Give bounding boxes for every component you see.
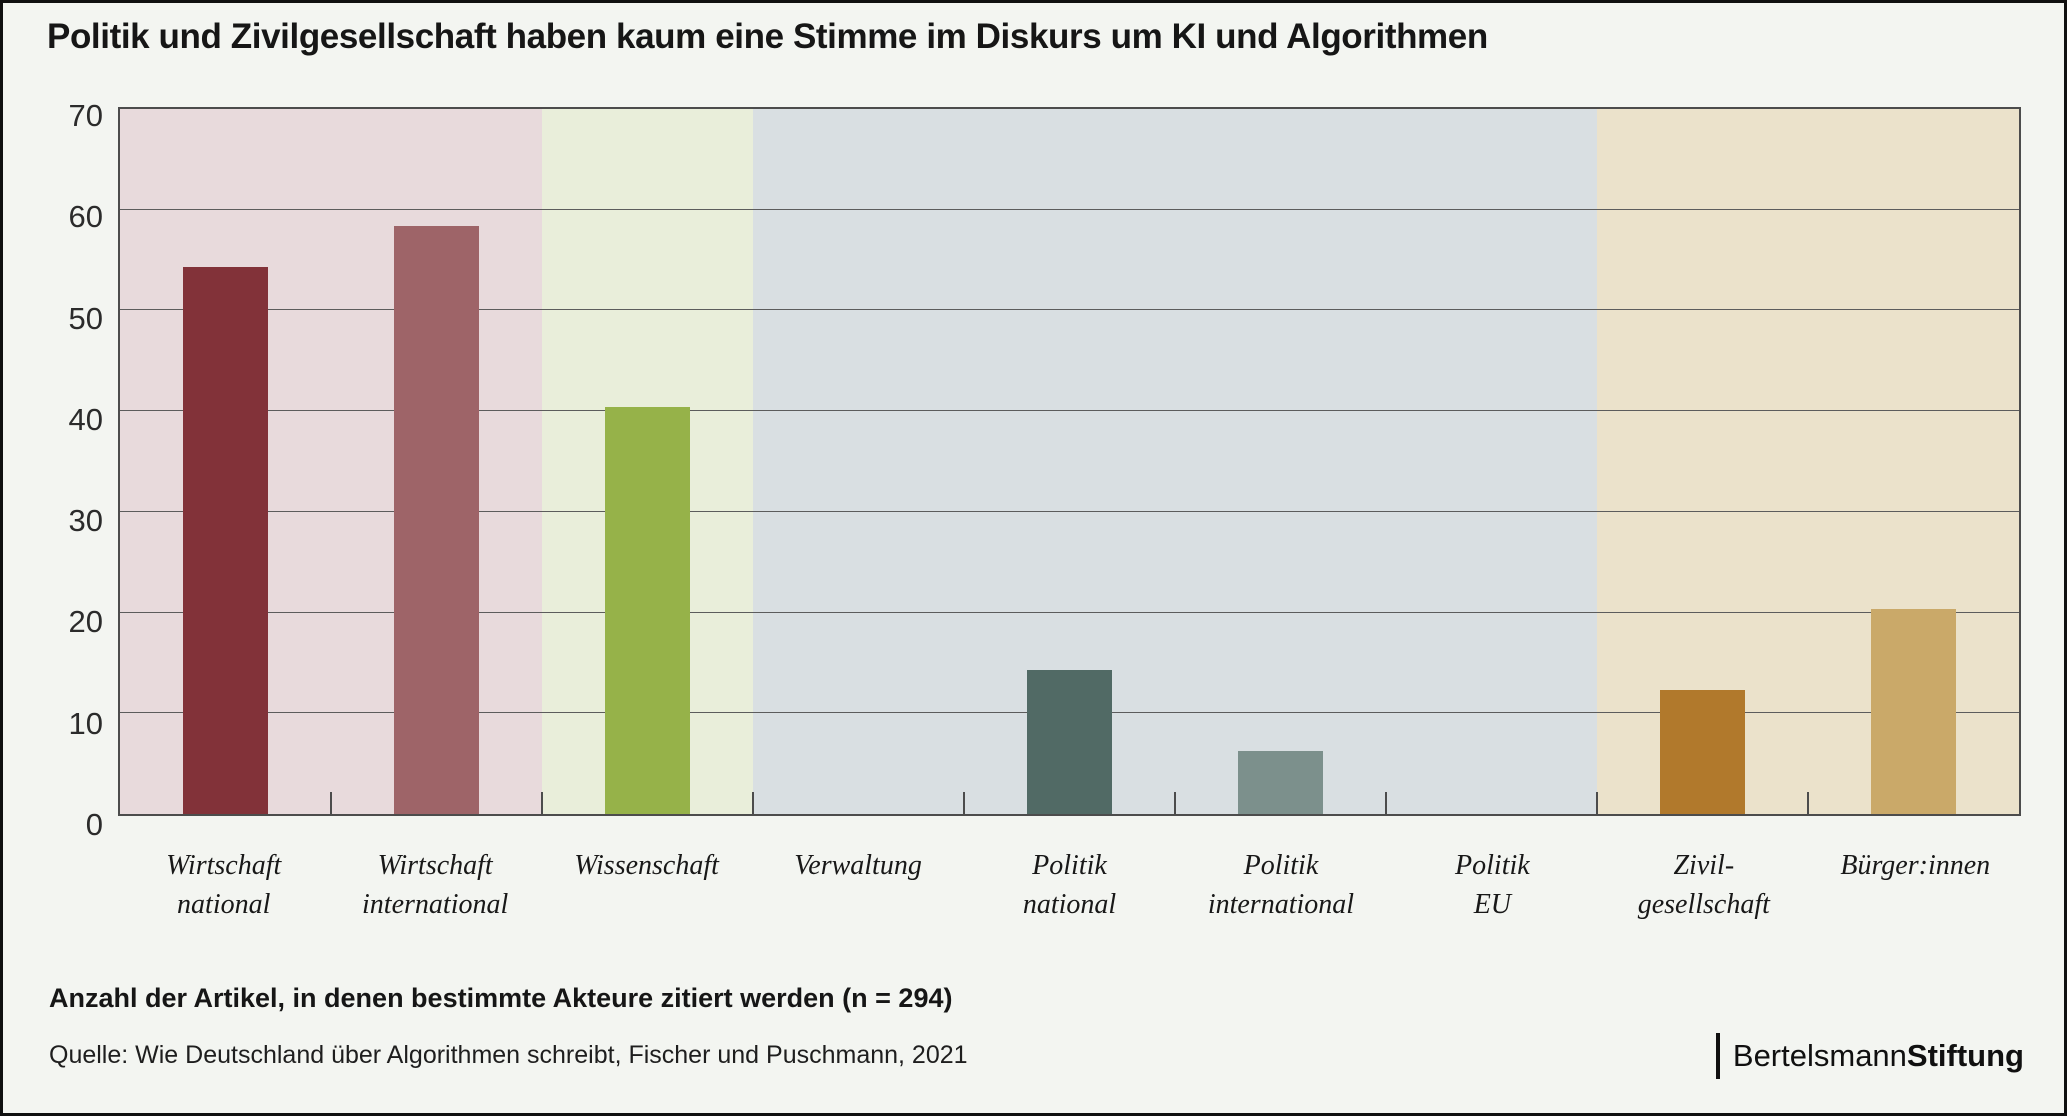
y-tick-label: 30 bbox=[68, 503, 103, 539]
logo-text-bold: Stiftung bbox=[1906, 1038, 2024, 1073]
y-tick-label: 50 bbox=[68, 300, 103, 336]
gridline bbox=[120, 208, 2019, 210]
x-tick-label: Wirtschaft national bbox=[166, 850, 282, 920]
source-line: Quelle: Wie Deutschland über Algorithmen… bbox=[49, 1041, 968, 1069]
x-tick-label: Bürger:innen bbox=[1840, 850, 1991, 881]
x-tick-label: Zivil- gesellschaft bbox=[1637, 850, 1770, 920]
bar bbox=[1870, 608, 1957, 814]
gridline bbox=[120, 611, 2019, 613]
axis-tick bbox=[329, 792, 332, 814]
axis-tick bbox=[540, 792, 543, 814]
axis-tick bbox=[1596, 792, 1598, 814]
gridline bbox=[120, 309, 2019, 311]
gridline bbox=[120, 510, 2019, 512]
y-tick-label: 40 bbox=[68, 401, 103, 437]
y-tick-label: 10 bbox=[68, 705, 103, 741]
y-tick-label: 0 bbox=[85, 807, 103, 842]
y-tick-label: 70 bbox=[68, 98, 103, 133]
bar bbox=[1659, 690, 1746, 814]
logo-text-regular: Bertelsmann bbox=[1732, 1038, 1907, 1073]
y-tick-label: 60 bbox=[68, 199, 103, 235]
plot-area bbox=[118, 107, 2021, 816]
logo-bar-icon bbox=[1715, 1033, 1720, 1079]
chart-title: Politik und Zivilgesellschaft haben kaum… bbox=[47, 17, 1488, 56]
axis-tick bbox=[1384, 792, 1387, 814]
axis-tick bbox=[962, 792, 965, 814]
axis-tick bbox=[1174, 792, 1176, 814]
x-tick-label: Wissenschaft bbox=[574, 850, 719, 881]
x-tick-label: Politik international bbox=[1207, 850, 1355, 920]
chart-note: Anzahl der Artikel, in denen bestimmte A… bbox=[49, 983, 953, 1013]
bar bbox=[182, 267, 269, 814]
x-tick-label: Politik national bbox=[1022, 850, 1117, 920]
bar bbox=[1026, 669, 1113, 814]
bar bbox=[393, 225, 480, 814]
x-tick-label: Politik EU bbox=[1455, 850, 1530, 920]
gridline bbox=[120, 410, 2019, 412]
bertelsmann-logo: Bertelsmann Stiftung bbox=[1715, 1033, 2024, 1079]
axis-tick bbox=[751, 792, 754, 814]
bar bbox=[604, 407, 691, 814]
axis-tick bbox=[1806, 792, 1809, 814]
y-tick-label: 20 bbox=[68, 604, 103, 640]
chart-band bbox=[752, 109, 1597, 814]
bar bbox=[1237, 750, 1324, 814]
x-tick-label: Verwaltung bbox=[794, 850, 922, 881]
x-tick-label: Wirtschaft international bbox=[362, 850, 509, 920]
